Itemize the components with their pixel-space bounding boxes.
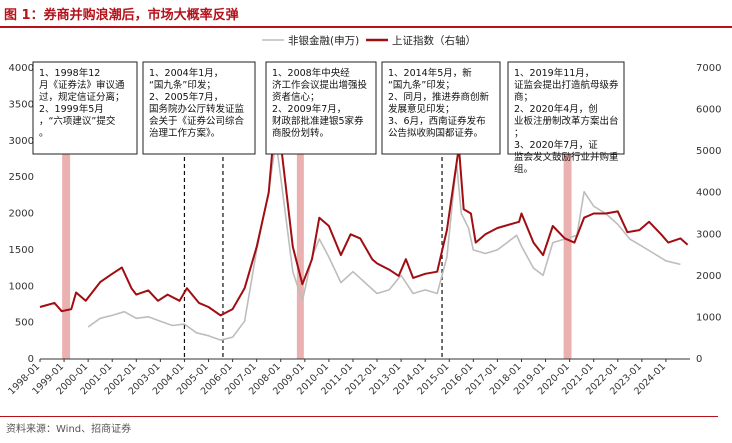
annotation-text-0: 1、1998年12 月《证券法》审议通过，规定信证分离； 2、1999年5月，“六项… — [39, 67, 125, 139]
annotation-line: 1、1998年12 — [39, 67, 100, 79]
annotation-line: 发展意见印发； — [388, 103, 455, 115]
annotation-line: 2、同月，推进券商创新 — [388, 91, 490, 103]
annotation-line: 组。 — [514, 163, 533, 175]
figure-title: 图 1：券商并购浪潮后，市场大概率反弹 — [4, 8, 239, 23]
annotation-line: 治理工作方案》。 — [149, 127, 220, 139]
y-left-tick-label-3: 1500 — [9, 245, 34, 256]
annotation-line: 会关于《证券公司综合 — [149, 115, 245, 127]
y-right-tick-label-0: 0 — [696, 354, 702, 365]
y-right-tick-label-7: 7000 — [696, 63, 721, 74]
annotation-text-4: 1、2019年11月，证监会提出打造航母级券商； 2、2020年4月，创业板注册制… — [514, 67, 619, 175]
annotation-text-2: 1、2008年中央经济工作会议提出增强投资者信心； 2、2009年7月，财政部批准… — [272, 67, 368, 139]
y-right-tick-label-5: 5000 — [696, 146, 721, 157]
annotation-line: 业板注册制改革方案出台 — [514, 115, 619, 127]
annotation-line: 1、2019年11月， — [514, 67, 594, 79]
y-left-tick-label-6: 3000 — [9, 136, 34, 147]
annotation-line: 2、1999年5月 — [39, 103, 104, 115]
annotation-line: 国务院办公厅转发证监 — [149, 103, 245, 115]
annotation-line: 月《证券法》审议通 — [39, 79, 125, 91]
annotation-text-3: 1、2014年5月，新“国九条”印发； 2、同月，推进券商创新发展意见印发； 3、6… — [388, 67, 490, 139]
annotation-box-1 — [142, 61, 256, 155]
title-bar: 图 1：券商并购浪潮后，市场大概率反弹 — [0, 0, 732, 28]
annotation-line: 监会发文鼓励行业并购重 — [514, 151, 619, 163]
annotation-line: 资者信心； — [272, 91, 320, 103]
annotation-line: “国九条”印发； — [149, 79, 216, 91]
y-left-tick-label-8: 4000 — [9, 63, 34, 74]
y-left-tick-label-4: 2000 — [9, 209, 34, 220]
shaded-period-2 — [563, 68, 572, 359]
annotation-box-0 — [32, 61, 138, 155]
annotation-line: 3、2020年7月，证 — [514, 139, 598, 151]
legend-label-1: 上证指数（右轴） — [392, 34, 476, 47]
annotation-line: 2、2020年4月，创 — [514, 103, 598, 115]
annotation-line: 济工作会议提出增强投 — [272, 79, 368, 91]
annotation-line: 。 — [39, 128, 49, 139]
y-left-tick-label-5: 2500 — [9, 172, 34, 183]
legend-label-0: 非银金融(申万) — [288, 34, 359, 47]
annotation-line: 2、2009年7月， — [272, 103, 346, 115]
y-right-tick-label-3: 3000 — [696, 229, 721, 240]
y-left-tick-label-2: 1000 — [9, 281, 34, 292]
annotation-box-4 — [507, 61, 625, 155]
annotation-line: 过，规定信证分离； — [39, 91, 125, 103]
annotation-text-1: 1、2004年1月，“国九条”印发； 2、2005年7月，国务院办公厅转发证监会关… — [149, 67, 245, 139]
series-line-0 — [87, 140, 681, 341]
shaded-period-0 — [62, 68, 71, 359]
y-right-tick-label-2: 2000 — [696, 271, 721, 282]
annotation-line: 2、2005年7月， — [149, 91, 223, 103]
y-left-tick-label-1: 500 — [15, 318, 34, 329]
bottom-divider — [0, 416, 718, 417]
annotation-box-2 — [265, 61, 377, 155]
annotation-line: 公告拟收购国都证券。 — [388, 127, 483, 139]
annotation-line: 3、6月，西南证券发布 — [388, 115, 486, 127]
y-right-tick-label-1: 1000 — [696, 312, 721, 323]
annotation-line: 商股份划转。 — [272, 127, 329, 139]
annotation-line: 商； — [514, 91, 533, 103]
y-left-tick-label-7: 3500 — [9, 99, 34, 110]
annotation-line: 财政部批准建银5家券 — [272, 115, 364, 127]
annotation-line: ； — [514, 128, 524, 139]
annotation-line: 证监会提出打造航母级券 — [514, 79, 619, 91]
source-note: 资料来源：Wind、招商证券 — [6, 424, 132, 435]
y-left-tick-label-0: 0 — [28, 354, 34, 365]
annotation-box-3 — [381, 61, 501, 155]
annotation-line: 1、2008年中央经 — [272, 67, 350, 79]
annotation-line: ，“六项建议”提交 — [39, 115, 116, 127]
annotation-line: “国九条”印发； — [388, 79, 455, 91]
shaded-period-1 — [296, 68, 304, 359]
title-divider — [0, 26, 732, 28]
y-right-tick-label-6: 6000 — [696, 105, 721, 116]
series-line-1 — [39, 108, 689, 317]
y-right-tick-label-4: 4000 — [696, 188, 721, 199]
annotation-line: 1、2014年5月，新 — [388, 67, 472, 79]
annotation-line: 1、2004年1月， — [149, 67, 223, 79]
